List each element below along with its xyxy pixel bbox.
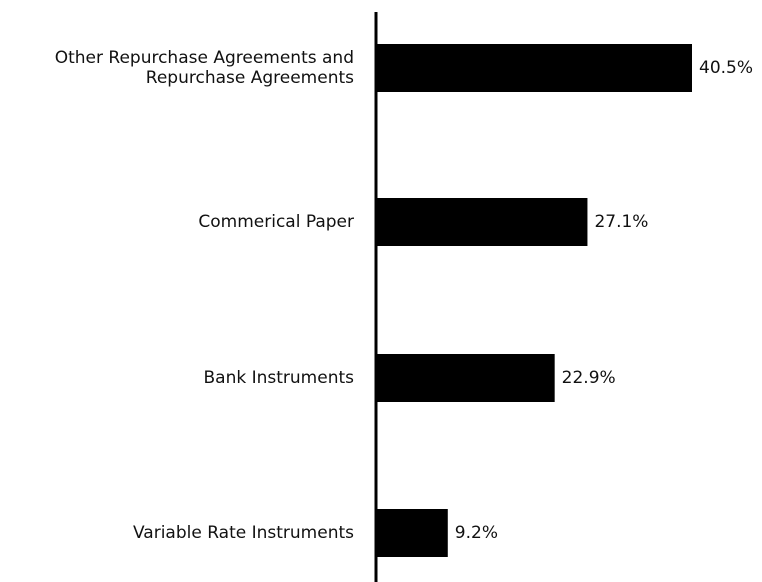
bar-4 [376,509,448,557]
category-label-1-line-2: Repurchase Agreements [146,68,354,88]
category-label-2: Commerical Paper [198,212,354,232]
bars-layer [376,44,692,557]
value-label-1: 40.5% [699,58,753,78]
bar-1 [376,44,692,92]
category-label-1-line-1: Other Repurchase Agreements and [55,48,354,68]
value-labels: 40.5% 27.1% 22.9% 9.2% [455,58,753,543]
category-label-3: Bank Instruments [204,368,355,388]
category-labels: Other Repurchase Agreements andRepurchas… [55,48,354,543]
value-label-2: 27.1% [594,212,648,232]
bar-2 [376,198,588,246]
value-label-3: 22.9% [562,368,616,388]
bar-3 [376,354,555,402]
category-label-4: Variable Rate Instruments [133,523,354,543]
value-label-4: 9.2% [455,523,498,543]
